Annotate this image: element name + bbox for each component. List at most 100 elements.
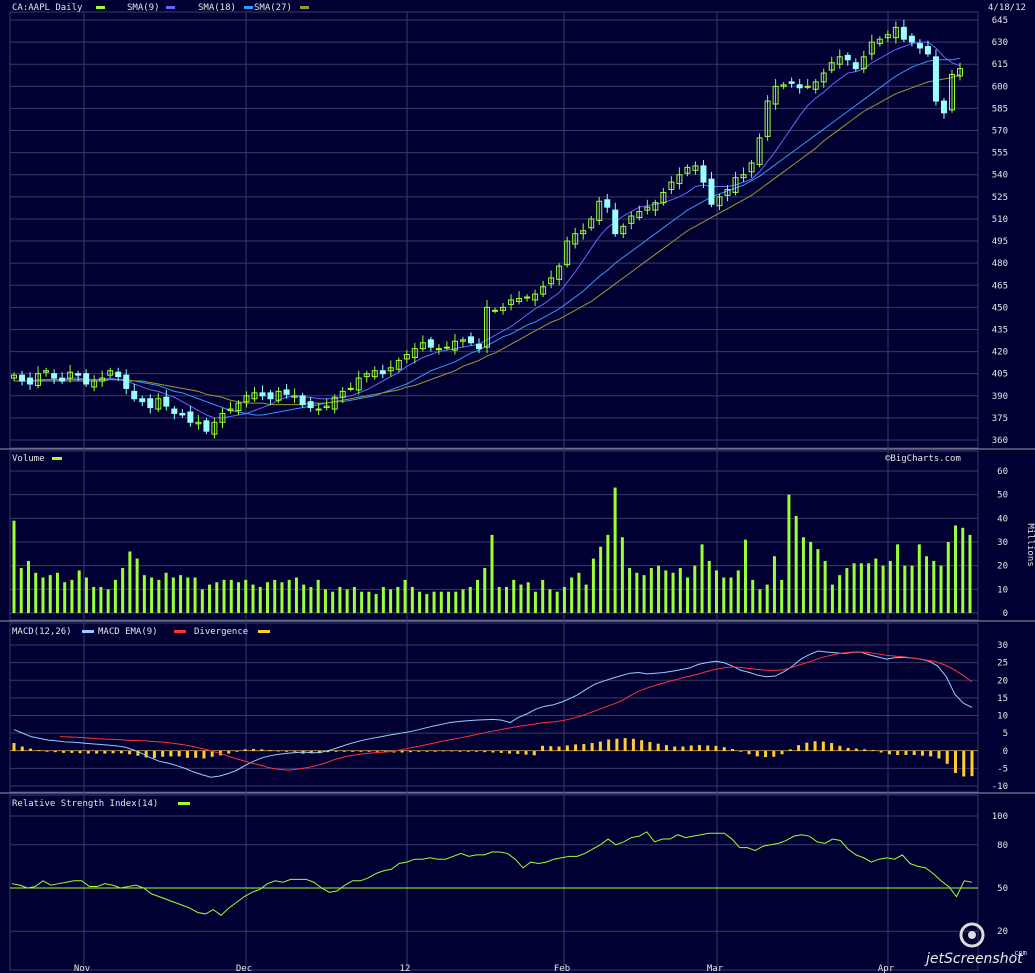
candle-body (924, 46, 931, 55)
macd-label: MACD(12,26) (12, 627, 72, 637)
volume-bar (150, 577, 154, 613)
watermark: jetScreenshot .com (924, 922, 1027, 967)
divergence-bar (854, 748, 858, 751)
divergence-bar (111, 750, 115, 754)
divergence-bar (838, 745, 842, 751)
divergence-bar (582, 744, 586, 751)
volume-bar (888, 560, 892, 613)
volume-bar (403, 579, 407, 613)
candle-body (740, 174, 747, 179)
divergence-bar (491, 750, 495, 753)
candle-body (556, 265, 563, 280)
candle-body (155, 398, 162, 410)
divergence-bar (334, 750, 338, 752)
candle-body (299, 395, 306, 406)
candle-body (163, 396, 170, 407)
volume-bar (490, 534, 494, 613)
y-tick-label: 495 (992, 237, 1008, 247)
candle-body (107, 370, 114, 376)
candle-body (732, 177, 739, 193)
x-tick-label: 12 (400, 964, 411, 973)
divergence-bar (805, 742, 809, 751)
sma27-label: SMA(27) (254, 3, 292, 13)
volume-bar (570, 577, 574, 613)
divergence-bar (103, 750, 107, 754)
volume-bar (425, 594, 429, 613)
volume-bar (345, 589, 349, 613)
divergence-bar (863, 749, 867, 751)
divergence-bar (574, 744, 578, 751)
volume-bar (447, 591, 451, 613)
divergence-bar (706, 745, 710, 751)
candle-body (500, 306, 507, 311)
candle-body (339, 390, 346, 398)
volume-bar (620, 537, 624, 613)
y-tick-label: 40 (997, 514, 1008, 524)
divergence-bar (210, 750, 214, 757)
y-tick-label: 600 (992, 82, 1008, 92)
volume-bar (722, 577, 726, 613)
volume-bar (758, 589, 762, 613)
divergence-bar (912, 750, 916, 755)
divergence-bar (227, 750, 231, 754)
y-tick-label: -5 (997, 764, 1008, 774)
macd-lines (13, 650, 973, 778)
candle-body (748, 162, 755, 173)
y-tick-label: 20 (997, 562, 1008, 572)
volume-bar (707, 560, 711, 613)
divergence-bar (86, 750, 90, 754)
divergence-bar (400, 750, 404, 753)
candle-body (291, 395, 298, 398)
volume-bar (331, 591, 335, 613)
y-tick-label: 645 (992, 16, 1008, 26)
volume-bar (273, 579, 277, 613)
divergence-bar (929, 750, 933, 757)
volume-bar (606, 534, 610, 613)
divergence-bar (45, 750, 49, 752)
y-tick-label: 555 (992, 149, 1008, 159)
candle-body (660, 191, 667, 204)
divergence-bar (309, 750, 313, 754)
divergence-bar (615, 738, 619, 751)
volume-bar (968, 534, 972, 613)
divergence-bar (384, 750, 388, 753)
candle-body (796, 84, 803, 89)
divergence-bar (920, 750, 924, 756)
candle-body (588, 218, 595, 229)
volume-bar (910, 565, 914, 613)
divergence-bar (673, 746, 677, 751)
volume-bar (874, 558, 878, 613)
divergence-bar (731, 748, 734, 751)
divergence-bar (640, 740, 644, 751)
volume-bar (34, 572, 38, 613)
candle-body (187, 411, 194, 423)
sma9-swatch (166, 6, 175, 9)
pane-frame (9, 794, 979, 971)
divergence-bar (607, 739, 611, 751)
divergence-bar (780, 750, 784, 755)
pane-frame (9, 450, 979, 621)
y-tick-label: 80 (997, 841, 1008, 851)
volume-bar (743, 539, 747, 613)
volume-bar (845, 568, 849, 613)
divergence-bar (62, 750, 66, 753)
volume-bar (432, 591, 436, 613)
candle-body (219, 412, 226, 423)
y-tick-label: 100 (992, 812, 1008, 822)
divergence-bar (846, 747, 850, 751)
volume-bar (801, 537, 805, 613)
rsi-legend: Relative Strength Index(14) (12, 799, 190, 809)
volume-bar (302, 584, 306, 613)
volume-bar (468, 586, 472, 613)
candle-body (532, 293, 539, 301)
candle-body (99, 377, 106, 382)
candle-body (620, 225, 627, 235)
candle-body (195, 421, 202, 425)
volume-bar (657, 565, 661, 613)
divergence-bar (466, 750, 470, 752)
volume-bar (483, 568, 487, 613)
divergence-bar (714, 745, 718, 751)
divergence-bar (664, 745, 668, 751)
divergence-bar (177, 750, 181, 757)
y-tick-label: 570 (992, 127, 1008, 137)
